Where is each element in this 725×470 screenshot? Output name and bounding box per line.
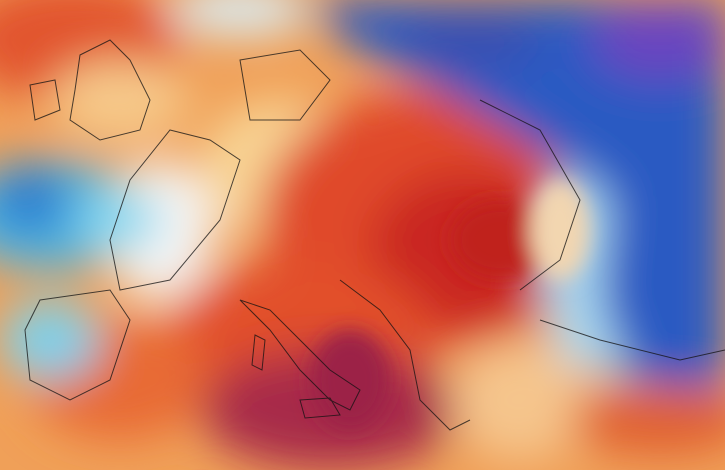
coastline bbox=[251, 334, 266, 371]
coastline bbox=[299, 397, 341, 419]
border bbox=[479, 99, 581, 291]
mild-area bbox=[50, 60, 190, 140]
coastline bbox=[69, 39, 151, 141]
coastline bbox=[24, 289, 131, 401]
cool-area bbox=[170, 0, 310, 35]
border bbox=[239, 49, 331, 121]
coastline bbox=[539, 319, 725, 361]
warm-area bbox=[570, 385, 725, 455]
mild-area bbox=[530, 180, 590, 280]
detail-field bbox=[310, 180, 590, 430]
border bbox=[109, 129, 241, 291]
coastline bbox=[29, 79, 61, 121]
cold-area bbox=[400, 10, 540, 70]
coldest-area bbox=[590, 0, 725, 80]
cool-area bbox=[80, 190, 160, 250]
coastline bbox=[339, 279, 471, 431]
cool-area bbox=[0, 300, 100, 380]
cold-area bbox=[0, 165, 70, 235]
mild-area bbox=[450, 340, 590, 460]
very-hot-area bbox=[310, 330, 390, 430]
coastlines bbox=[24, 39, 725, 431]
coastline bbox=[239, 299, 361, 411]
hot-area bbox=[450, 200, 550, 280]
cold-area bbox=[300, 0, 725, 390]
